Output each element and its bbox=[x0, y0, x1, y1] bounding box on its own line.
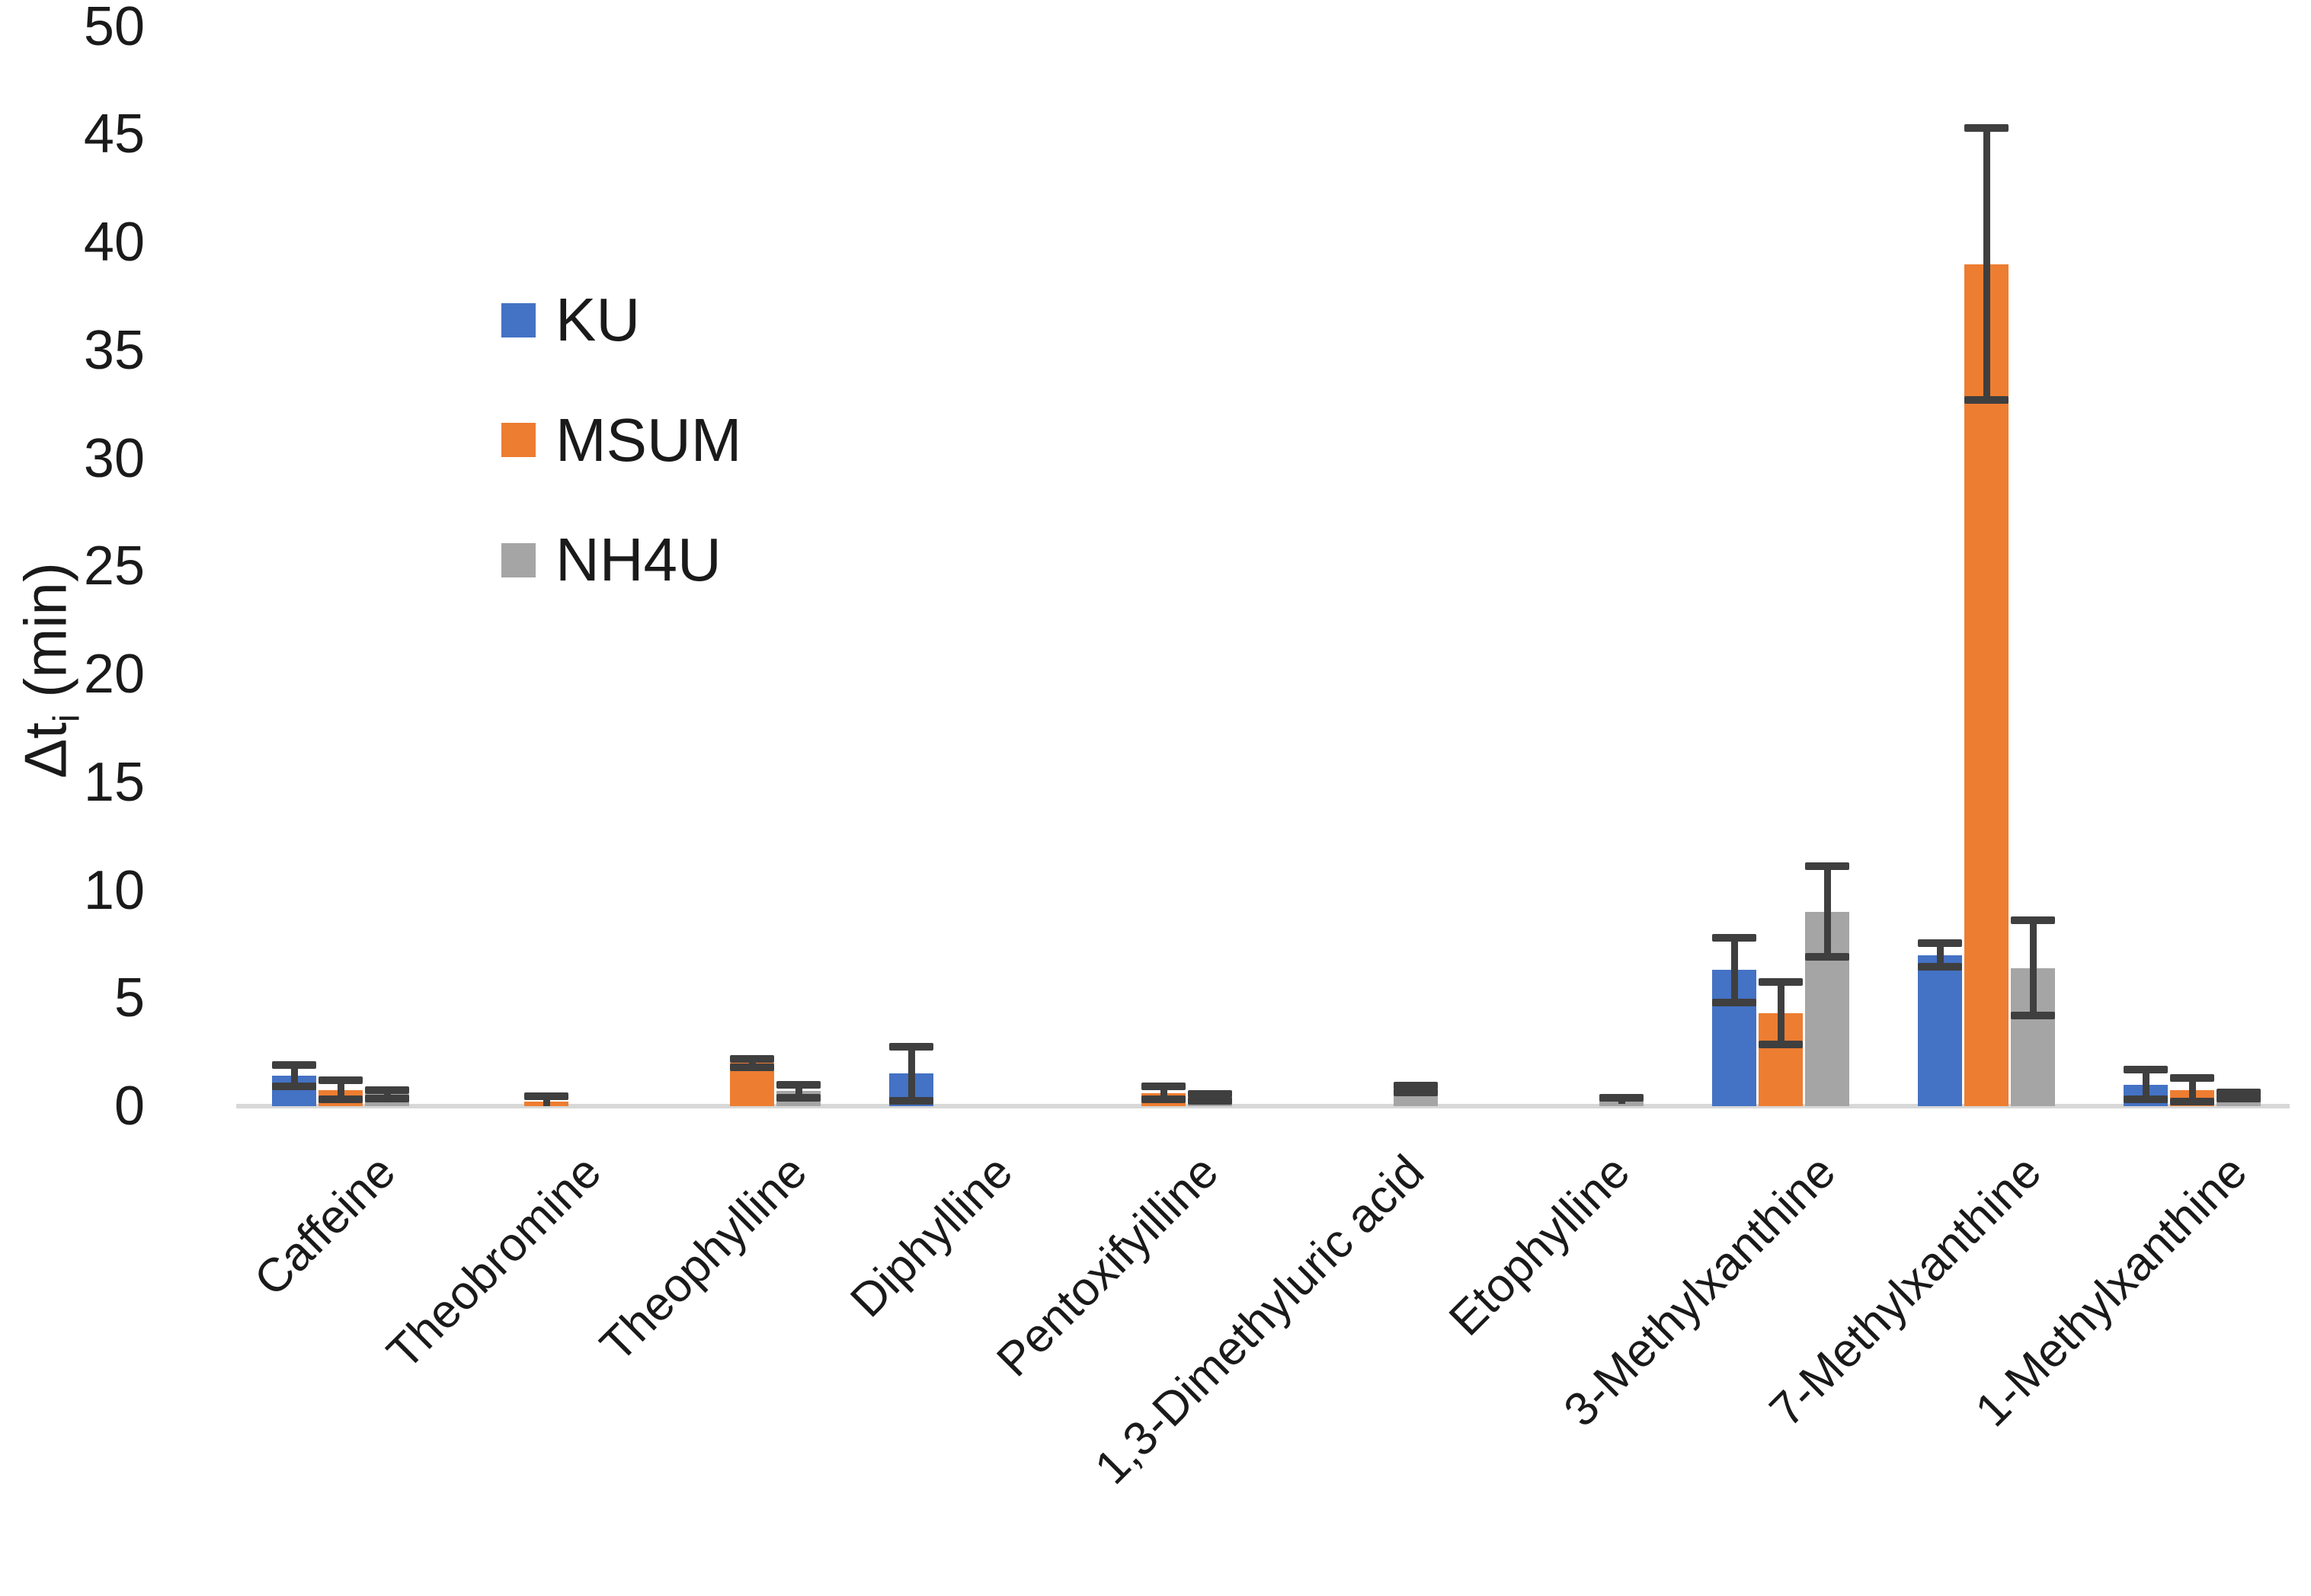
error-cap-top-nh4u-7 bbox=[1805, 862, 1849, 871]
error-cap-bottom-msum-4 bbox=[1141, 1095, 1186, 1104]
error-cap-bottom-msum-8 bbox=[1964, 396, 2009, 405]
y-tick-label-25: 25 bbox=[83, 536, 145, 597]
error-cap-top-nh4u-9 bbox=[2217, 1088, 2261, 1096]
error-whisker-ku-3 bbox=[907, 1047, 915, 1101]
error-cap-top-nh4u-0 bbox=[365, 1086, 409, 1094]
error-cap-top-ku-7 bbox=[1712, 933, 1756, 942]
error-cap-top-msum-9 bbox=[2170, 1074, 2214, 1083]
error-whisker-msum-9 bbox=[2188, 1078, 2196, 1102]
legend-item-msum: MSUM bbox=[501, 405, 741, 475]
error-cap-top-msum-7 bbox=[1759, 978, 1803, 987]
error-cap-bottom-ku-8 bbox=[1918, 963, 1962, 971]
legend-item-nh4u: NH4U bbox=[501, 525, 722, 595]
y-tick-label-50: 50 bbox=[83, 0, 145, 57]
error-cap-top-ku-3 bbox=[889, 1043, 933, 1051]
error-cap-bottom-nh4u-4 bbox=[1188, 1096, 1232, 1105]
bar-msum-8 bbox=[1964, 264, 2009, 1106]
error-whisker-msum-2 bbox=[748, 1058, 756, 1067]
error-cap-top-msum-1 bbox=[524, 1092, 568, 1101]
y-tick-label-35: 35 bbox=[83, 319, 145, 381]
error-cap-bottom-nh4u-8 bbox=[2011, 1011, 2055, 1019]
error-cap-top-ku-0 bbox=[272, 1061, 316, 1070]
y-tick-label-0: 0 bbox=[114, 1076, 145, 1137]
y-tick-label-30: 30 bbox=[83, 427, 145, 489]
error-cap-top-nh4u-2 bbox=[776, 1080, 821, 1089]
error-cap-top-nh4u-4 bbox=[1188, 1090, 1232, 1099]
error-cap-bottom-nh4u-5 bbox=[1394, 1088, 1438, 1096]
legend-label: NH4U bbox=[555, 526, 722, 593]
y-tick-label-15: 15 bbox=[83, 751, 145, 813]
error-cap-top-ku-9 bbox=[2124, 1065, 2168, 1073]
error-cap-bottom-ku-9 bbox=[2124, 1095, 2168, 1104]
y-tick-label-45: 45 bbox=[83, 104, 145, 165]
error-cap-top-msum-8 bbox=[1964, 123, 2009, 132]
error-cap-bottom-msum-2 bbox=[730, 1063, 774, 1071]
legend-item-ku: KU bbox=[501, 285, 640, 355]
error-cap-bottom-msum-9 bbox=[2170, 1098, 2214, 1106]
error-whisker-msum-7 bbox=[1777, 982, 1784, 1045]
error-cap-bottom-ku-0 bbox=[272, 1083, 316, 1091]
y-tick-label-10: 10 bbox=[83, 859, 145, 921]
error-cap-bottom-nh4u-9 bbox=[2217, 1095, 2261, 1103]
error-whisker-msum-8 bbox=[1983, 127, 1990, 401]
error-cap-top-ku-8 bbox=[1918, 939, 1962, 947]
error-cap-top-nh4u-8 bbox=[2011, 916, 2055, 925]
y-tick-label-40: 40 bbox=[83, 212, 145, 273]
error-cap-bottom-nh4u-0 bbox=[365, 1095, 409, 1103]
error-cap-bottom-ku-3 bbox=[889, 1096, 933, 1105]
error-cap-top-nh4u-5 bbox=[1394, 1082, 1438, 1090]
error-whisker-nh4u-2 bbox=[795, 1084, 802, 1098]
error-whisker-msum-1 bbox=[543, 1096, 550, 1106]
error-cap-bottom-msum-0 bbox=[318, 1095, 363, 1104]
error-cap-bottom-msum-7 bbox=[1759, 1041, 1803, 1049]
error-cap-top-msum-2 bbox=[730, 1054, 774, 1063]
bar-ku-8 bbox=[1918, 955, 1962, 1106]
error-cap-bottom-ku-7 bbox=[1712, 998, 1756, 1006]
error-cap-bottom-nh4u-7 bbox=[1805, 953, 1849, 961]
error-cap-top-msum-4 bbox=[1141, 1083, 1186, 1091]
legend-label: MSUM bbox=[555, 405, 742, 474]
error-whisker-ku-8 bbox=[1936, 942, 1944, 968]
error-whisker-nh4u-7 bbox=[1823, 866, 1831, 958]
error-whisker-nh4u-0 bbox=[383, 1089, 391, 1099]
legend-swatch-icon bbox=[501, 423, 536, 457]
error-cap-top-nh4u-6 bbox=[1599, 1093, 1644, 1102]
error-cap-top-msum-0 bbox=[318, 1076, 363, 1084]
error-whisker-msum-0 bbox=[337, 1079, 344, 1100]
error-whisker-ku-0 bbox=[290, 1065, 298, 1087]
error-whisker-nh4u-8 bbox=[2029, 920, 2037, 1015]
legend-swatch-icon bbox=[501, 302, 536, 337]
y-axis-title-subscript: i bbox=[46, 714, 88, 723]
x-axis-line bbox=[236, 1104, 2290, 1108]
y-tick-label-20: 20 bbox=[83, 644, 145, 705]
y-tick-label-5: 5 bbox=[114, 968, 145, 1029]
legend-label: KU bbox=[555, 286, 641, 353]
legend-swatch-icon bbox=[501, 542, 536, 577]
error-whisker-msum-4 bbox=[1160, 1086, 1167, 1100]
error-cap-bottom-nh4u-2 bbox=[776, 1093, 821, 1102]
error-whisker-ku-7 bbox=[1730, 937, 1738, 1003]
error-whisker-ku-9 bbox=[2142, 1069, 2149, 1100]
